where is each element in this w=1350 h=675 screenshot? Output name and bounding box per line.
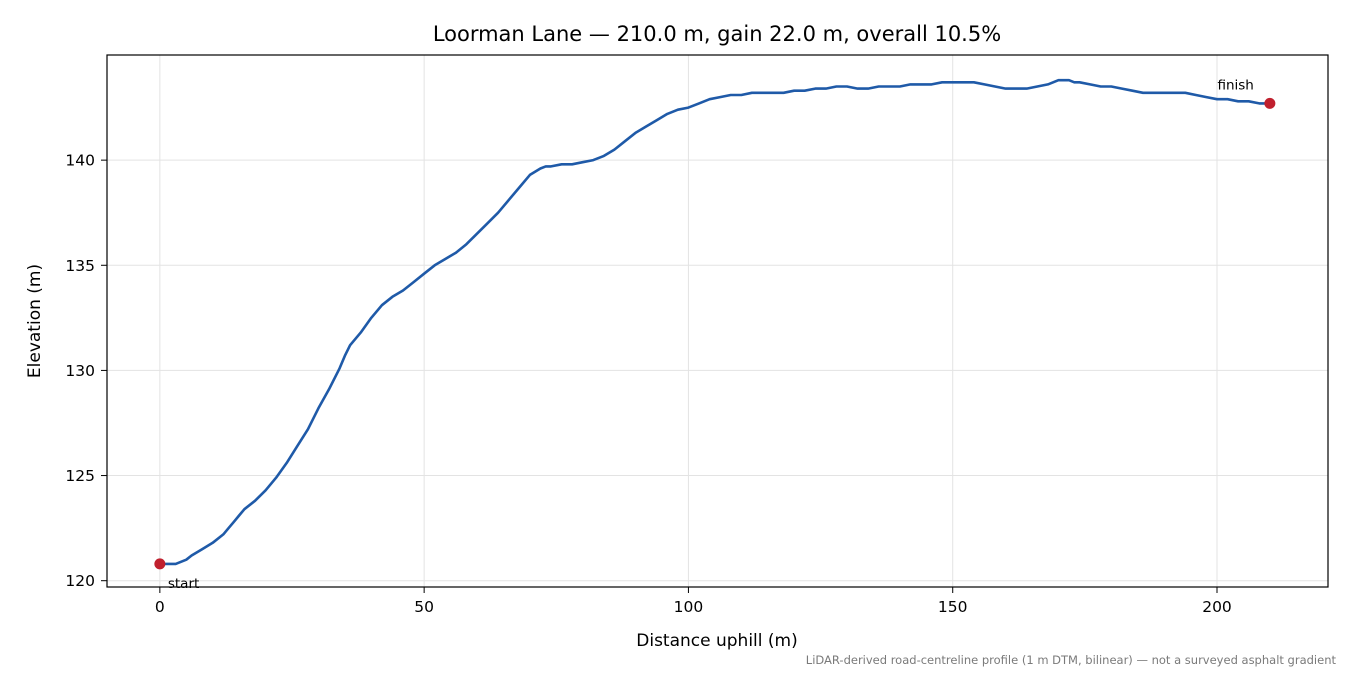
finish-label: finish: [1217, 77, 1253, 93]
x-tick-label: 0: [155, 598, 165, 616]
grid-lines: [107, 55, 1328, 587]
plot-frame: [106, 54, 1329, 588]
x-axis-ticks: 0 50 100 150 200: [155, 587, 1232, 616]
x-tick-label: 200: [1202, 598, 1232, 616]
y-tick-label: 130: [65, 362, 95, 380]
x-axis-label: Distance uphill (m): [636, 631, 797, 651]
x-tick-label: 150: [938, 598, 968, 616]
footnote: LiDAR-derived road-centreline profile (1…: [806, 653, 1337, 667]
start-marker: [154, 558, 166, 570]
x-tick-label: 100: [674, 598, 704, 616]
y-tick-label: 125: [65, 467, 95, 485]
y-tick-label: 120: [65, 572, 95, 590]
y-axis-label: Elevation (m): [25, 264, 45, 378]
y-tick-label: 140: [65, 152, 95, 170]
x-tick-label: 50: [414, 598, 434, 616]
y-axis-ticks: 120 125 130 135 140: [65, 152, 107, 590]
chart-title: Loorman Lane — 210.0 m, gain 22.0 m, ove…: [433, 22, 1001, 46]
plot-area: start finish: [154, 77, 1276, 592]
start-label: start: [168, 576, 199, 592]
finish-marker: [1264, 97, 1276, 109]
elevation-line: [158, 78, 1272, 566]
y-tick-label: 135: [65, 257, 95, 275]
